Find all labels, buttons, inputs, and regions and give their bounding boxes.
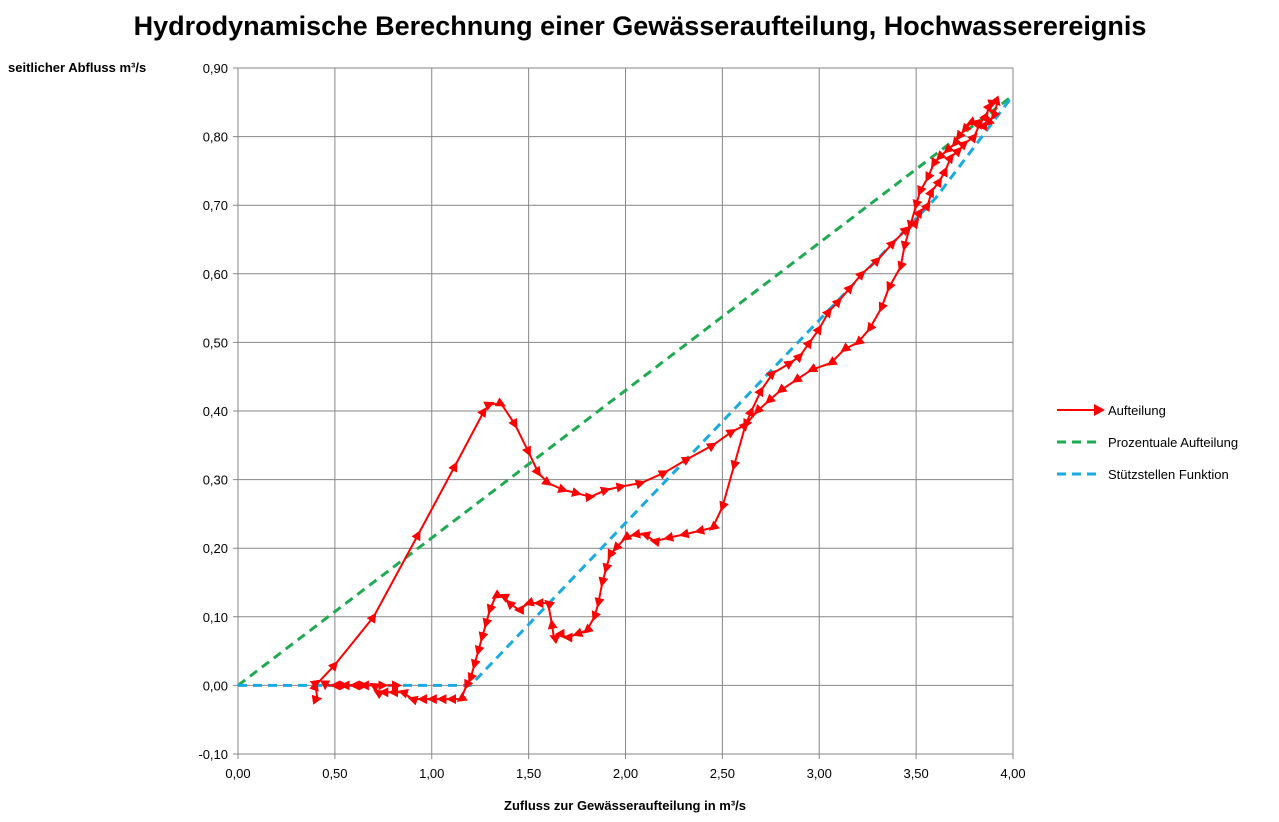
- y-tick-label: 0,40: [203, 404, 228, 419]
- x-tick-label: 1,50: [516, 766, 541, 781]
- y-tick-label: 0,70: [203, 198, 228, 213]
- y-tick-label: -0,10: [198, 747, 228, 762]
- legend-item: Prozentuale Aufteilung: [1057, 435, 1238, 450]
- series-line: [309, 95, 1001, 706]
- legend-label: Stützstellen Funktion: [1108, 467, 1229, 482]
- plot-series: [237, 94, 1015, 706]
- legend-marker: [1094, 404, 1105, 416]
- x-tick-label: 0,00: [225, 766, 250, 781]
- legend-label: Prozentuale Aufteilung: [1108, 435, 1238, 450]
- x-tick-label: 3,50: [903, 766, 928, 781]
- x-axis-title: Zufluss zur Gewässeraufteilung in m³/s: [504, 798, 746, 813]
- y-tick-label: 0,30: [203, 473, 228, 488]
- legend: Aufteilung Prozentuale Aufteilung Stützste…: [1057, 403, 1238, 482]
- x-tick-label: 3,00: [807, 766, 832, 781]
- y-axis-title: seitlicher Abfluss m³/s: [8, 60, 146, 75]
- x-tick-label: 4,00: [1000, 766, 1025, 781]
- legend-label: Aufteilung: [1108, 403, 1166, 418]
- y-tick-label: 0,20: [203, 541, 228, 556]
- y-tick-label: 0,10: [203, 610, 228, 625]
- x-tick-label: 1,00: [419, 766, 444, 781]
- tick-labels: 0,00 0,50 1,00 1,50 2,00 2,50 3,00 3,50 4,00 -0,1…: [198, 61, 1025, 781]
- series-1: [309, 95, 1001, 706]
- y-tick-label: 0,90: [203, 61, 228, 76]
- x-tick-label: 2,50: [710, 766, 735, 781]
- legend-item: Stützstellen Funktion: [1057, 467, 1229, 482]
- y-tick-label: 0,60: [203, 267, 228, 282]
- chart-title: Hydrodynamische Berechnung einer Gewässe…: [134, 11, 1147, 41]
- legend-item: Aufteilung: [1057, 403, 1166, 418]
- y-tick-label: 0,80: [203, 130, 228, 145]
- x-tick-label: 0,50: [322, 766, 347, 781]
- y-tick-label: 0,00: [203, 678, 228, 693]
- y-tick-label: 0,50: [203, 335, 228, 350]
- x-tick-label: 2,00: [613, 766, 638, 781]
